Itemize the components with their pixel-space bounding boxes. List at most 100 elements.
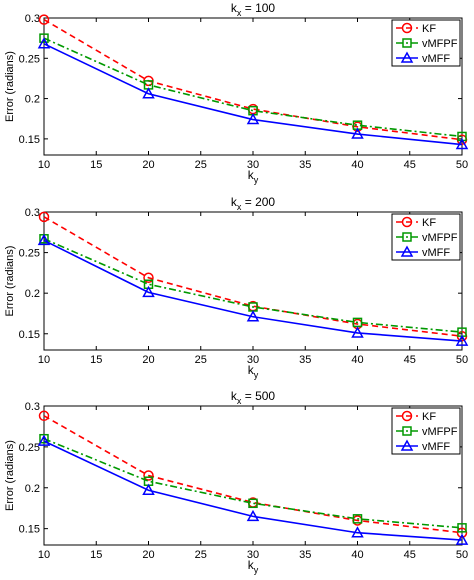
x-tick-label: 25 xyxy=(195,354,207,366)
x-tick-label: 30 xyxy=(247,159,259,171)
y-axis-label: Error (radians) xyxy=(4,51,16,122)
x-tick-label: 35 xyxy=(299,159,311,171)
chart-title-rest: = 500 xyxy=(241,389,275,403)
x-tick-label: 50 xyxy=(456,549,468,561)
legend-label-vmff: vMFF xyxy=(422,53,450,65)
series-line-kf xyxy=(43,415,463,534)
x-tick-label: 45 xyxy=(404,354,416,366)
y-tick-label: 0.15 xyxy=(19,134,40,146)
legend-marker-vmff xyxy=(400,439,414,451)
x-tick-label: 10 xyxy=(38,354,50,366)
x-tick-label: 30 xyxy=(247,549,259,561)
legend-marker-vmfpf xyxy=(402,38,412,48)
y-tick-label: 0.25 xyxy=(19,442,40,454)
chart-title-main: k xyxy=(231,389,238,403)
x-axis-label-main: k xyxy=(248,363,255,377)
y-tick-label: 0.2 xyxy=(25,483,40,495)
legend-label-kf: KF xyxy=(422,23,436,35)
legend-marker-vmff xyxy=(400,245,414,257)
data-point-kf xyxy=(38,410,50,422)
y-tick-label: 0.15 xyxy=(19,524,40,536)
x-tick-label: 45 xyxy=(404,159,416,171)
x-tick-label: 30 xyxy=(247,354,259,366)
chart-title-main: k xyxy=(231,195,238,209)
legend-label-vmff: vMFF xyxy=(422,247,450,259)
x-tick-label: 20 xyxy=(142,354,154,366)
x-tick-label: 25 xyxy=(195,549,207,561)
data-point-vmff xyxy=(455,334,469,346)
y-axis-label: Error (radians) xyxy=(4,440,16,511)
y-tick-label: 0.2 xyxy=(25,288,40,300)
legend-marker-kf xyxy=(401,410,413,422)
legend-label-vmfpf: vMFPF xyxy=(422,426,458,438)
data-point-vmff xyxy=(246,112,260,125)
data-point-vmff xyxy=(246,310,260,322)
data-point-kf xyxy=(456,527,468,538)
chart-title: kx = 100 xyxy=(231,1,276,18)
data-point-vmff xyxy=(455,533,469,545)
y-tick-label: 0.2 xyxy=(25,94,40,106)
data-point-vmff xyxy=(142,483,155,495)
x-axis-label-sub: y xyxy=(254,175,259,185)
x-tick-label: 15 xyxy=(90,354,102,366)
series-line-vmff xyxy=(43,440,463,541)
x-tick-label: 20 xyxy=(142,549,154,561)
data-point-vmff xyxy=(37,233,51,246)
x-tick-label: 15 xyxy=(90,159,102,171)
data-point-kf xyxy=(38,14,50,25)
x-tick-label: 45 xyxy=(404,549,416,561)
legend-label-kf: KF xyxy=(422,217,436,229)
legend: KF vMFPF vMFF xyxy=(391,407,461,455)
series-line-vmfpf xyxy=(43,437,463,529)
x-tick-label: 10 xyxy=(38,159,50,171)
legend: KF vMFPF vMFF xyxy=(391,19,461,67)
data-point-vmff xyxy=(142,87,155,99)
chart-title: kx = 500 xyxy=(231,389,276,406)
x-tick-label: 10 xyxy=(38,549,50,561)
x-tick-label: 25 xyxy=(195,159,207,171)
data-point-kf xyxy=(143,272,154,284)
x-tick-label: 50 xyxy=(456,159,468,171)
x-axis-label: ky xyxy=(248,168,259,185)
data-point-vmff xyxy=(142,285,155,298)
series-line-kf xyxy=(43,216,463,337)
data-point-kf xyxy=(143,470,154,481)
x-tick-label: 20 xyxy=(142,159,154,171)
series-line-vmfpf xyxy=(43,37,463,138)
x-tick-label: 40 xyxy=(351,354,363,366)
x-tick-label: 40 xyxy=(351,549,363,561)
x-tick-label: 15 xyxy=(90,549,102,561)
x-axis-label-sub: y xyxy=(254,565,259,575)
data-point-vmfpf xyxy=(352,317,363,328)
y-tick-label: 0.25 xyxy=(19,248,40,260)
data-point-kf xyxy=(38,211,50,223)
y-tick-label: 0.3 xyxy=(25,13,40,25)
data-point-vmff xyxy=(37,37,51,49)
data-point-vmff xyxy=(351,526,364,538)
data-point-vmff xyxy=(37,434,51,446)
chart-title-rest: = 100 xyxy=(241,1,275,15)
x-tick-label: 40 xyxy=(351,159,363,171)
legend-marker-kf xyxy=(401,216,413,228)
y-tick-label: 0.3 xyxy=(25,207,40,219)
legend-label-vmff: vMFF xyxy=(422,441,450,453)
chart-title-rest: = 200 xyxy=(241,195,275,209)
legend-marker-vmff xyxy=(400,51,414,63)
series-line-kf xyxy=(43,18,463,141)
y-tick-label: 0.25 xyxy=(19,53,40,65)
legend-label-vmfpf: vMFPF xyxy=(422,232,458,244)
y-axis-label: Error (radians) xyxy=(4,246,16,317)
series-line-vmff xyxy=(43,43,463,146)
data-point-vmfpf xyxy=(39,33,49,43)
chart-title-sub: x xyxy=(237,396,242,406)
x-axis-label-main: k xyxy=(248,558,255,572)
series-line-vmff xyxy=(43,239,463,342)
chart-title-main: k xyxy=(231,1,238,15)
x-axis-label: ky xyxy=(248,558,259,575)
x-tick-label: 35 xyxy=(299,354,311,366)
y-tick-label: 0.3 xyxy=(25,401,40,413)
legend: KF vMFPF vMFF xyxy=(391,213,461,261)
